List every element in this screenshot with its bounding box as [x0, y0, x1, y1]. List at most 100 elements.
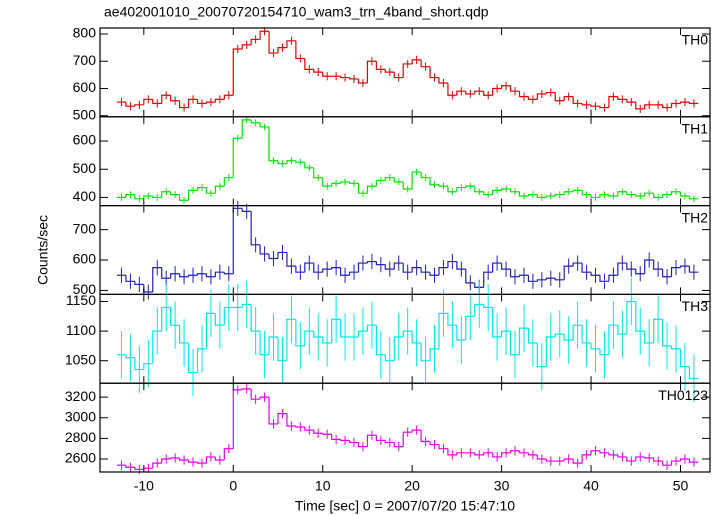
step-bin	[608, 452, 618, 456]
step-bin	[572, 96, 583, 105]
step-bin	[644, 104, 654, 109]
y-tick-label: 600	[73, 132, 97, 148]
step-bin	[635, 269, 645, 275]
step-bin	[205, 273, 216, 278]
step-bin	[572, 189, 583, 192]
y-tick-label: 2800	[65, 429, 96, 445]
step-bin	[635, 102, 645, 110]
step-bin	[259, 122, 270, 128]
step-bin	[590, 450, 600, 455]
step-bin	[384, 264, 395, 270]
x-tick-label: 50	[673, 478, 689, 494]
step-bin	[295, 160, 305, 163]
step-bin	[599, 450, 609, 454]
step-bin	[653, 260, 663, 270]
step-bin	[286, 413, 296, 427]
step-bin	[187, 189, 198, 201]
x-tick-label: 0	[229, 478, 237, 494]
chart-title: ae402001010_20070720154710_wam3_trn_4ban…	[104, 4, 489, 20]
step-bin	[465, 315, 475, 340]
step-bin	[653, 193, 663, 199]
step-bin	[161, 306, 171, 332]
step-bin	[474, 303, 484, 317]
step-bin	[465, 91, 475, 95]
step-bin	[563, 265, 574, 280]
step-bin	[205, 101, 216, 104]
step-bin	[581, 263, 592, 273]
step-bin	[572, 459, 583, 464]
step-bin	[661, 319, 672, 347]
step-bin	[679, 348, 690, 368]
step-bin	[196, 186, 207, 191]
step-bin	[268, 126, 278, 162]
panel-label: TH2	[682, 209, 709, 225]
step-bin	[393, 336, 404, 361]
step-bin	[608, 194, 618, 197]
step-bin	[375, 261, 386, 266]
step-bin	[357, 330, 368, 338]
y-tick-label: 1050	[65, 351, 96, 367]
step-bin	[259, 244, 270, 255]
step-bin	[384, 177, 395, 181]
step-bin	[366, 185, 377, 194]
step-bin	[688, 102, 699, 105]
step-bin	[581, 103, 592, 106]
y-tick-label: 600	[73, 79, 97, 95]
step-bin	[223, 94, 234, 100]
step-bin	[161, 191, 171, 198]
step-bin	[304, 427, 314, 431]
step-bin	[438, 312, 448, 349]
step-bin	[626, 456, 636, 462]
step-bin	[474, 90, 484, 94]
step-bin	[492, 87, 502, 96]
step-bin	[259, 30, 270, 40]
step-bin	[170, 273, 180, 279]
step-bin	[679, 458, 690, 462]
step-bin	[536, 342, 547, 368]
step-bin	[143, 363, 153, 370]
step-bin	[375, 61, 386, 71]
step-bin	[608, 96, 618, 108]
step-bin	[429, 348, 439, 361]
step-bin	[277, 160, 287, 165]
step-bin	[670, 102, 681, 108]
step-bin	[527, 96, 538, 100]
step-bin	[509, 331, 520, 356]
panel-label: TH1	[682, 121, 709, 137]
step-bin	[411, 59, 422, 64]
step-bin	[393, 262, 404, 270]
step-bin	[483, 191, 493, 196]
step-bin	[295, 266, 305, 273]
step-bin	[277, 47, 287, 54]
step-bin	[125, 194, 135, 198]
y-tick-label: 700	[73, 52, 97, 68]
step-bin	[384, 354, 395, 362]
step-bin	[259, 396, 270, 400]
step-bin	[348, 77, 359, 80]
panel-frame	[99, 205, 711, 296]
step-bin	[536, 279, 547, 282]
step-bin	[644, 192, 654, 197]
step-bin	[581, 190, 592, 196]
step-bin	[447, 313, 457, 326]
step-bin	[688, 366, 699, 380]
x-tick-label: -10	[134, 478, 154, 494]
step-bin	[357, 442, 368, 448]
step-bin	[590, 342, 600, 350]
step-bin	[214, 456, 225, 461]
y-tick-label: 1150	[66, 292, 96, 308]
step-bin	[599, 275, 609, 282]
step-bin	[134, 357, 144, 371]
step-bin	[357, 262, 368, 273]
step-bin	[304, 330, 314, 346]
step-bin	[492, 189, 502, 195]
step-bin	[447, 448, 457, 456]
step-bin	[456, 325, 466, 341]
step-bin	[134, 104, 144, 107]
step-bin	[554, 333, 565, 338]
step-bin	[179, 100, 189, 109]
step-bin	[152, 196, 162, 199]
step-bin	[456, 261, 466, 270]
step-bin	[152, 330, 162, 364]
step-bin	[483, 452, 493, 455]
